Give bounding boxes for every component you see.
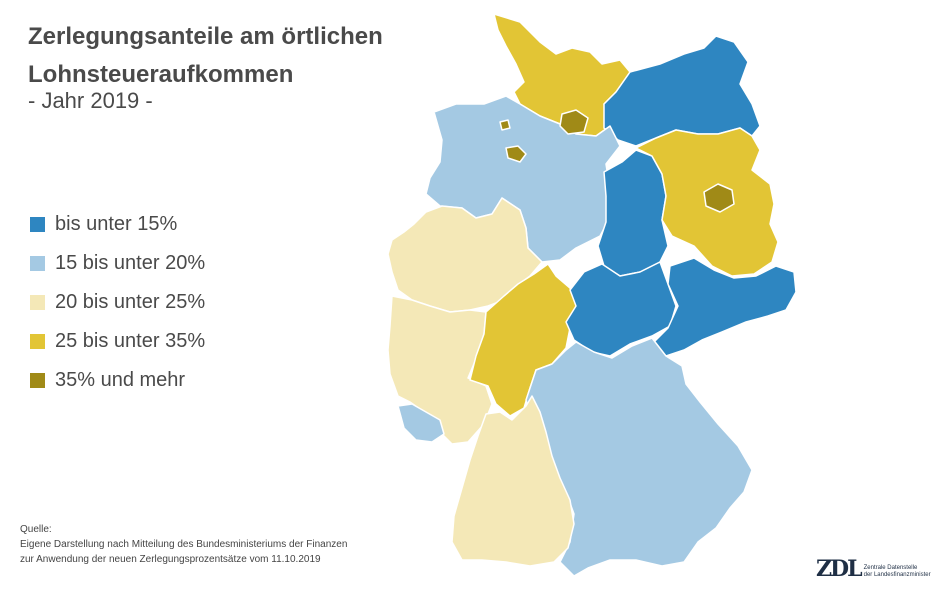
source-line-2: zur Anwendung der neuen Zerlegungsprozen… — [20, 554, 321, 565]
source-line-1: Eigene Darstellung nach Mitteilung des B… — [20, 539, 348, 550]
legend-label: 35% und mehr — [55, 369, 186, 391]
legend-label: 20 bis unter 25% — [55, 291, 206, 313]
logo-text: Zentrale Datenstelle der Landesfinanzmin… — [864, 565, 931, 579]
zdl-logo: ZDL Zentrale Datenstelle der Landesfinan… — [816, 556, 931, 582]
region-hamburg — [559, 109, 589, 135]
title-line-1: Zerlegungsanteile am örtlichen — [28, 23, 383, 50]
region-bremen — [505, 145, 527, 163]
region-baden-wuerttemberg — [451, 395, 575, 567]
legend-label: bis unter 15% — [55, 213, 178, 235]
legend: bis unter 15% 15 bis unter 20% 20 bis un… — [30, 205, 205, 400]
legend-swatch — [30, 256, 45, 271]
region-saarland — [397, 403, 445, 443]
region-bremerhaven — [499, 119, 511, 131]
legend-swatch — [30, 295, 45, 310]
region-sachsen — [651, 257, 797, 357]
legend-label: 25 bis unter 35% — [55, 330, 206, 352]
legend-item: 20 bis unter 25% — [30, 283, 205, 322]
title-line-2: Lohnsteueraufkommen — [28, 61, 294, 88]
region-berlin — [703, 183, 735, 213]
map-title: Zerlegungsanteile am örtlichen Lohnsteue… — [28, 18, 383, 94]
legend-item: 35% und mehr — [30, 361, 205, 400]
legend-item: 15 bis unter 20% — [30, 244, 205, 283]
region-sachsen-anhalt — [597, 149, 669, 277]
source-note: Quelle: Eigene Darstellung nach Mitteilu… — [20, 522, 347, 567]
legend-item: bis unter 15% — [30, 205, 205, 244]
map-subtitle: - Jahr 2019 - — [28, 88, 153, 113]
legend-swatch — [30, 217, 45, 232]
legend-swatch — [30, 373, 45, 388]
logo-mark: ZDL — [816, 556, 863, 582]
logo-text-line-1: Zentrale Datenstelle — [863, 565, 918, 571]
source-heading: Quelle: — [20, 524, 52, 535]
legend-item: 25 bis unter 35% — [30, 322, 205, 361]
legend-swatch — [30, 334, 45, 349]
logo-text-line-2: der Landesfinanzminister — [863, 572, 931, 578]
legend-label: 15 bis unter 20% — [55, 252, 206, 274]
